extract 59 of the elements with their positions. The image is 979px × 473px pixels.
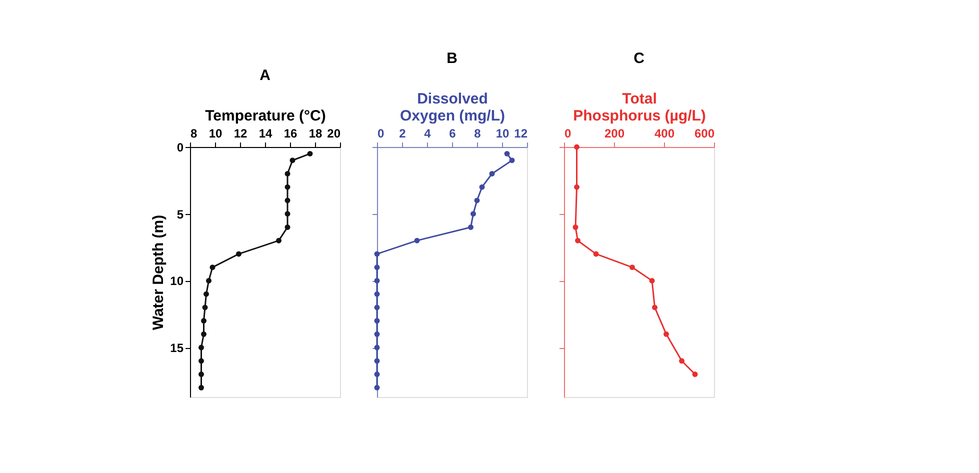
point [374, 264, 380, 270]
x-tick-label: 10 [496, 126, 510, 140]
point [649, 278, 655, 284]
y-tick-label: 5 [176, 207, 184, 222]
x-tick-label: 600 [694, 126, 715, 140]
point [374, 344, 380, 350]
point [374, 318, 380, 324]
point [374, 358, 380, 364]
x-tick-label: 0 [564, 126, 572, 140]
point [504, 150, 510, 156]
chart-title: C [634, 50, 645, 67]
point [414, 238, 420, 244]
x-axis-title: Temperature (°C) [205, 108, 326, 124]
x-tick-label: 12 [514, 126, 528, 140]
x-tick-label: 4 [424, 126, 432, 140]
point [374, 331, 380, 337]
x-tick-label: 16 [284, 126, 298, 140]
y-axis-title: Water Depth (m) [150, 214, 168, 330]
point [574, 144, 580, 150]
point [679, 358, 684, 364]
chart-title: A [260, 67, 271, 84]
point [468, 224, 474, 230]
x-tick-label: 12 [234, 126, 248, 140]
point [374, 278, 380, 284]
point [572, 224, 578, 230]
x-axis-title: Total Phosphorus (µg/L) [573, 90, 706, 124]
point [574, 184, 580, 190]
point [489, 171, 495, 176]
point [593, 251, 599, 257]
point [509, 158, 515, 164]
x-tick-label: 200 [604, 126, 625, 140]
y-tick-label: 10 [170, 274, 184, 288]
x-axis-title: Dissolved Oxygen (mg/L) [400, 90, 506, 124]
point [692, 372, 698, 378]
x-tick-label: 400 [654, 126, 675, 140]
y-tick-label: 15 [170, 341, 184, 356]
point [470, 211, 476, 217]
point [575, 238, 580, 244]
x-tick-label: 8 [474, 126, 482, 140]
point [374, 251, 380, 257]
x-tick-label: 18 [308, 126, 322, 140]
point [652, 304, 658, 310]
point [664, 331, 669, 337]
point [374, 291, 380, 297]
point [374, 372, 380, 378]
x-tick-label: 0 [378, 126, 384, 140]
point [630, 264, 635, 270]
x-tick-label: 14 [258, 126, 272, 140]
x-tick-label: 6 [449, 126, 456, 140]
x-tick-label: 2 [399, 126, 406, 140]
x-tick-label: 10 [208, 126, 222, 140]
point [474, 198, 480, 204]
y-tick-label: 0 [176, 140, 184, 154]
x-tick-label: 20 [327, 126, 341, 140]
chart-title: B [446, 50, 458, 67]
point [374, 384, 380, 390]
point [479, 184, 485, 190]
x-tick-label: 8 [190, 126, 198, 140]
point [374, 304, 380, 310]
